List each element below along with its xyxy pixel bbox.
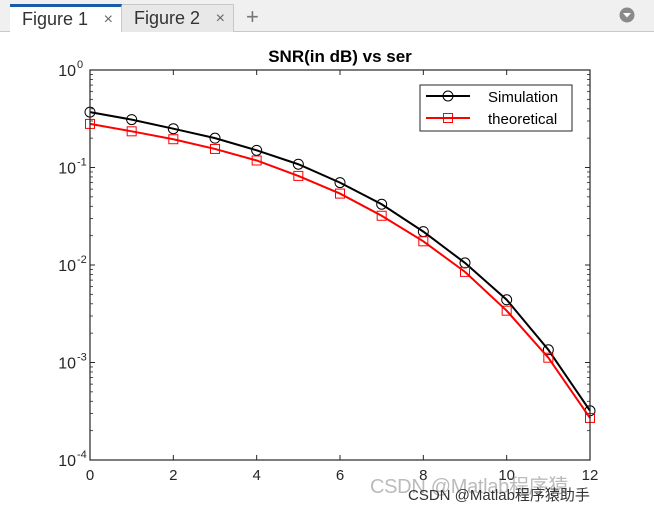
y-tick-label: 10 [58,258,76,275]
close-tab-figure-2-icon[interactable]: × [215,9,225,27]
data-point-simulation [376,198,388,210]
data-point-simulation [501,294,513,306]
series-layer [84,106,596,423]
legend-theoretical-marker [443,113,453,123]
y-tick-label: 10 [58,63,76,80]
data-point-theoretical [251,155,262,166]
add-tab-plus-icon[interactable]: + [246,4,259,29]
x-tick-label: 4 [252,467,260,484]
data-point-simulation [459,257,471,269]
data-point-theoretical [376,210,387,221]
y-tick-exponent: -4 [77,449,87,461]
legend-box [419,84,573,132]
data-point-theoretical [501,305,512,316]
axes-box [89,69,591,461]
x-tick-label: 6 [336,467,344,484]
series-line-theoretical [89,122,591,419]
y-tick-label: 10 [58,161,76,178]
data-point-simulation [209,132,221,144]
watermark: CSDN @Matlab程序猿助手 [408,487,590,504]
tab-figure-2-label: Figure 2 [134,8,201,28]
data-point-theoretical [460,266,470,277]
data-point-theoretical [126,126,137,137]
tab-figure-1[interactable]: Figure 1 × [10,4,122,32]
data-point-theoretical [335,188,345,199]
x-tick-label: 0 [86,467,94,484]
figure-tab-bar: Figure 1 × Figure 2 × + [0,0,654,32]
data-point-theoretical [543,352,554,363]
legend-simulation-marker [442,90,454,102]
watermark-faint: CSDN @Matlab程序猿 [370,476,569,498]
close-tab-figure-1-icon[interactable]: × [103,10,113,28]
tab-figure-1-label: Figure 1 [22,9,89,29]
data-point-theoretical [210,143,220,154]
tab-menu-icon[interactable] [618,6,636,24]
y-tick-exponent: -3 [77,352,87,364]
data-point-theoretical [293,170,304,181]
data-point-theoretical [168,134,179,145]
y-tick-exponent: -2 [77,254,87,266]
y-tick-label: 10 [58,356,76,373]
legend: Simulation theoretical [419,84,573,132]
figure-area: SNR(in dB) vs ser 0 2 4 6 8 10 12 10 0 10 -1 10 -2 10… [0,32,654,514]
chart-title: SNR(in dB) vs ser [268,47,412,66]
legend-simulation-label: Simulation [488,89,558,106]
data-point-simulation [334,177,346,189]
data-point-simulation [167,123,179,135]
x-tick-label: 2 [169,467,177,484]
data-point-theoretical [418,236,429,247]
y-tick-exponent: 0 [77,59,83,71]
x-tick-label: 10 [498,467,515,484]
x-tick-label: 8 [419,467,427,484]
data-point-simulation [251,144,263,156]
tab-figure-2[interactable]: Figure 2 × [122,4,234,32]
y-tick-exponent: -1 [77,157,87,169]
data-point-simulation [126,114,138,126]
data-point-simulation [292,158,304,170]
x-tick-label: 12 [582,467,599,484]
y-tick-label: 10 [58,453,76,470]
series-line-simulation [89,111,591,412]
legend-theoretical-label: theoretical [488,111,557,128]
data-point-simulation [542,344,554,356]
